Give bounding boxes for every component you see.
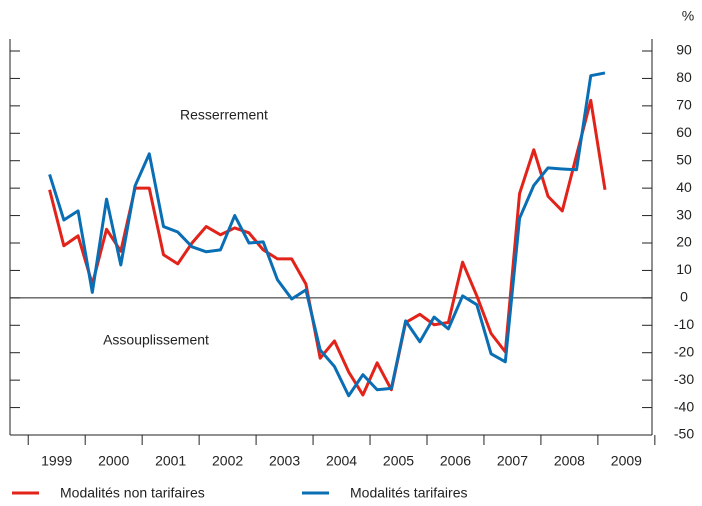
y-tick-label: 40 — [676, 179, 692, 195]
x-tick-label: 2004 — [326, 453, 357, 469]
y-tick-label: -40 — [674, 398, 694, 414]
annotation: Assouplissement — [103, 332, 209, 348]
y-tick-label: 30 — [676, 206, 692, 222]
y-tick-label: -20 — [674, 343, 694, 359]
y-tick-label: 50 — [676, 151, 692, 167]
x-tick-label: 2000 — [98, 453, 129, 469]
legend-label: Modalités tarifaires — [350, 485, 468, 501]
y-tick-label: 0 — [680, 289, 688, 305]
x-tick-label: 2007 — [497, 453, 528, 469]
x-tick-label: 2006 — [440, 453, 471, 469]
series-line — [48, 98, 607, 397]
x-tick-label: 2003 — [269, 453, 300, 469]
y-tick-label: 10 — [676, 261, 692, 277]
x-tick-label: 2009 — [611, 453, 642, 469]
x-tick-label: 2005 — [383, 453, 414, 469]
y-tick-label: 90 — [676, 42, 692, 58]
x-tick-label: 2002 — [212, 453, 243, 469]
annotation: Resserrement — [180, 107, 268, 123]
legend-label: Modalités non tarifaires — [60, 485, 205, 501]
y-tick-label: 70 — [676, 97, 692, 113]
y-tick-label: 20 — [676, 234, 692, 250]
y-tick-label: -10 — [674, 316, 694, 332]
y-tick-label: 60 — [676, 124, 692, 140]
series-line — [48, 71, 606, 398]
x-tick-label: 2008 — [554, 453, 585, 469]
y-tick-label: -30 — [674, 371, 694, 387]
x-tick-label: 2001 — [155, 453, 186, 469]
y-tick-label: -50 — [674, 426, 694, 442]
y-tick-label: 80 — [676, 69, 692, 85]
x-tick-label: 1999 — [41, 453, 72, 469]
y-unit: % — [682, 8, 694, 24]
